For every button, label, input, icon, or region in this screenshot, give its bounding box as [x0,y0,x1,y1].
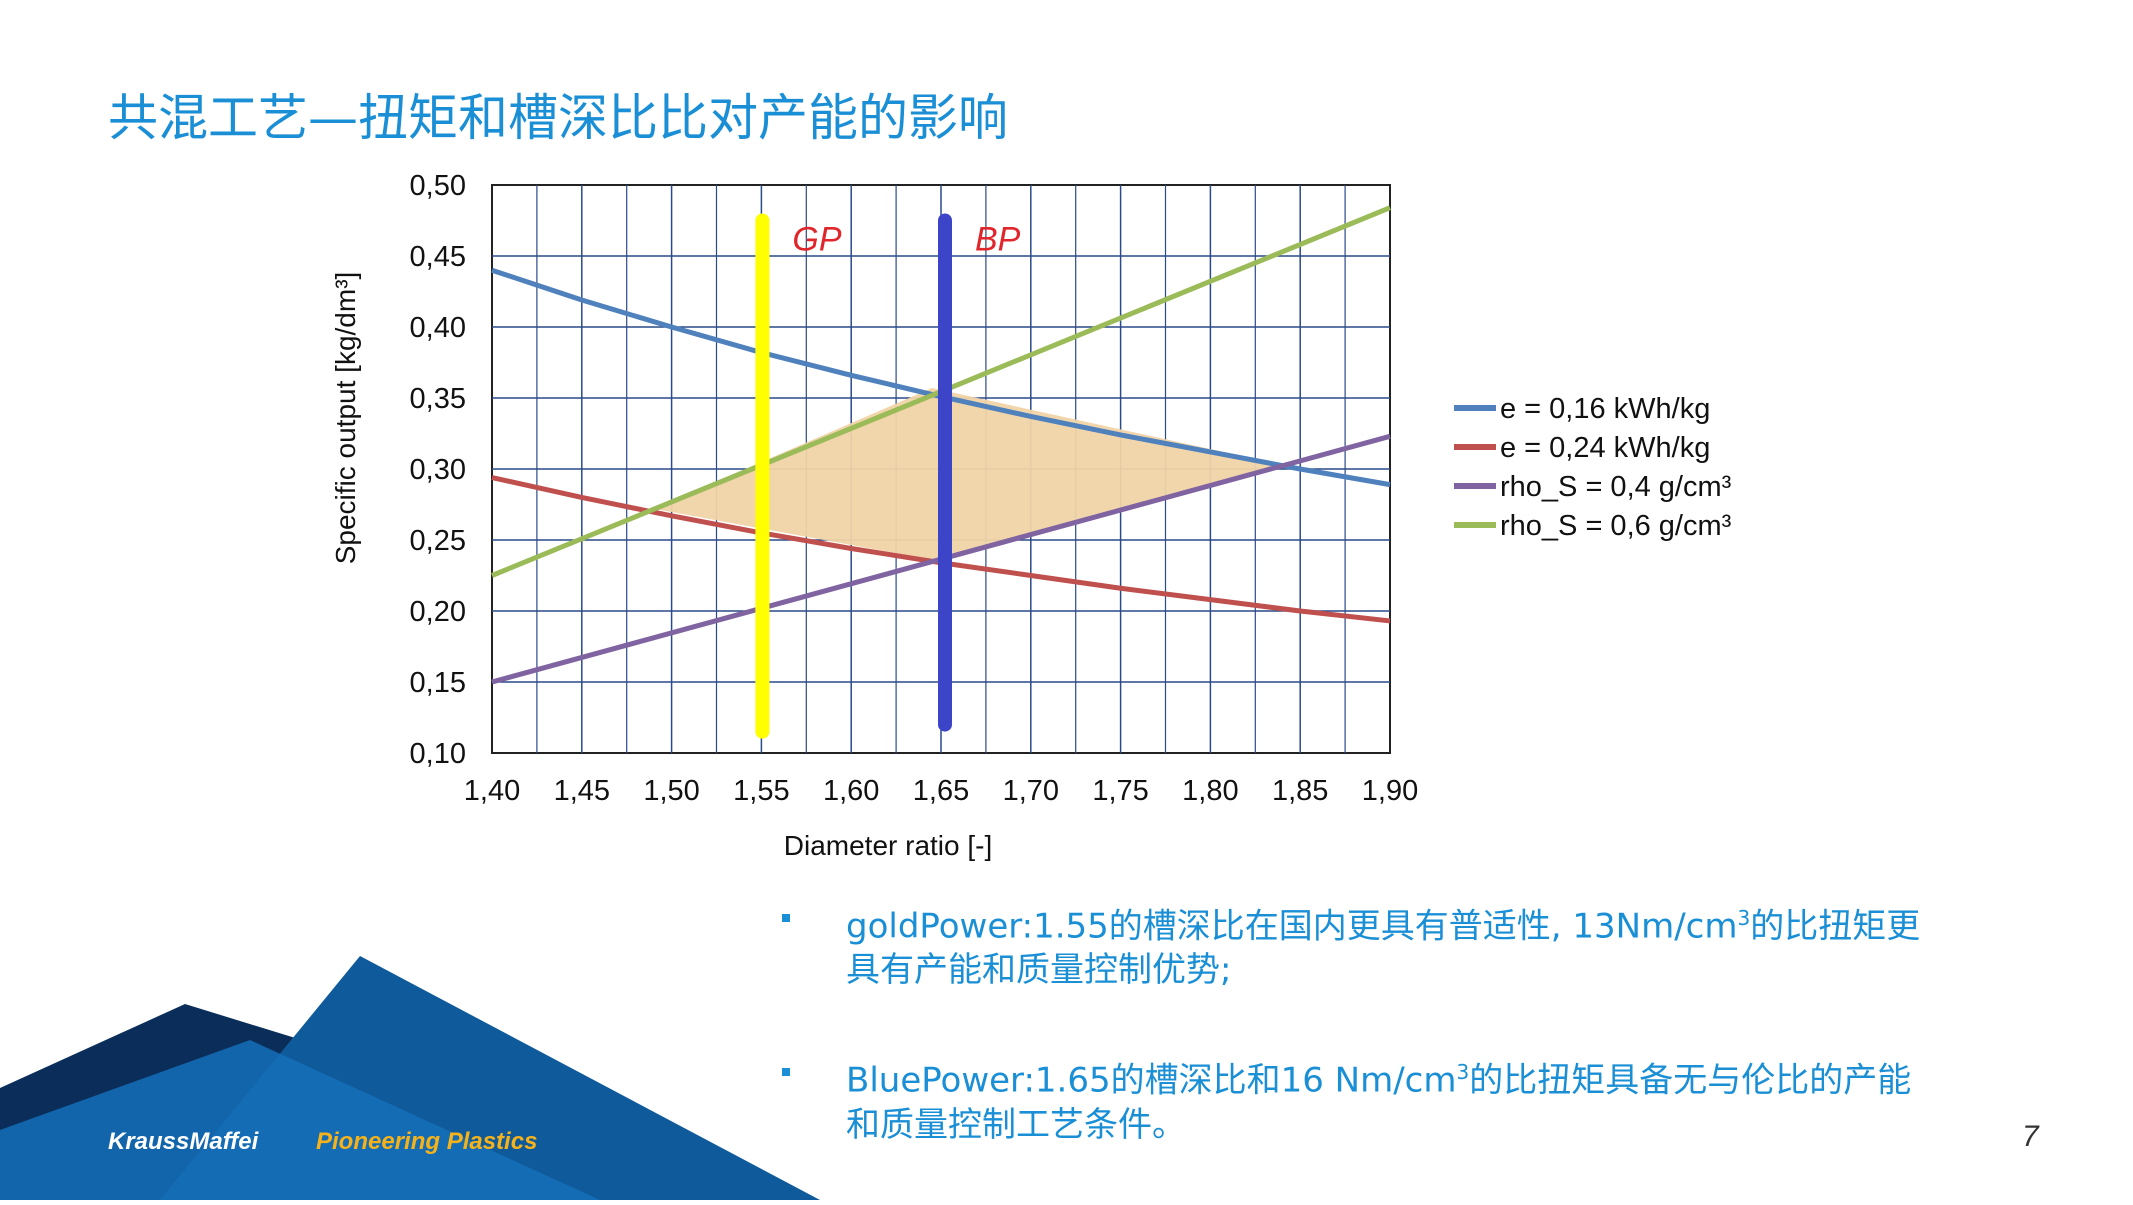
x-tick-label: 1,85 [1272,775,1328,807]
superscript: 3 [1456,1060,1470,1085]
x-tick-label: 1,80 [1182,775,1238,807]
x-tick-label: 1,50 [643,775,699,807]
x-axis-label: Diameter ratio [-] [784,830,993,861]
legend-label-2: rho_S = 0,4 g/cm³ [1500,471,1732,503]
x-tick-label: 1,65 [913,775,969,807]
bullet-text: 的比扭矩具备无与伦比的产能 [1469,1060,1912,1101]
y-tick-label: 0,20 [410,596,466,628]
legend-label-1: e = 0,24 kWh/kg [1500,432,1710,464]
feasible-region [653,388,1283,560]
bullet-goldpower: goldPower:1.55的槽深比在国内更具有普适性, 13Nm/cm3的比扭… [782,896,1982,992]
bullet-text: 具有产能和质量控制优势; [846,950,1232,991]
y-tick-label: 0,15 [410,667,466,699]
y-tick-label: 0,25 [410,525,466,557]
vertical-markers: GP BP [755,213,1021,739]
marker-label-bp: BP [975,220,1021,258]
marker-label-gp: GP [792,220,841,258]
chart-legend: e = 0,16 kWh/kg e = 0,24 kWh/kg rho_S = 0,… [1454,393,1732,542]
bullet-text: goldPower:1.55的槽深比在国内更具有普适性, 13Nm/cm [846,906,1738,947]
axis-ticks: 1,40 1,45 1,50 1,55 1,60 1,65 1,70 1,75 1,80 1,85… [410,170,1419,807]
y-tick-label: 0,40 [410,312,466,344]
bullet-marker [782,1068,790,1077]
bullet-text: BluePower:1.65的槽深比和16 Nm/cm [846,1060,1457,1101]
brand-logo-text: KraussMaffei [108,1128,259,1155]
x-tick-label: 1,90 [1362,775,1418,807]
x-tick-label: 1,55 [733,775,789,807]
footer-shape-light [0,1040,600,1200]
bullet-text: 的比扭矩更 [1750,906,1921,947]
x-tick-label: 1,60 [823,775,879,807]
x-tick-label: 1,70 [1003,775,1059,807]
page-number: 7 [2022,1120,2039,1153]
bullet-list: goldPower:1.55的槽深比在国内更具有普适性, 13Nm/cm3的比扭… [782,896,1982,1205]
y-tick-label: 0,10 [410,738,466,770]
brand-tagline: Pioneering Plastics [316,1128,538,1155]
y-tick-label: 0,30 [410,454,466,486]
y-tick-label: 0,45 [410,241,466,273]
shaded-region [653,388,1283,560]
bullet-marker [782,914,790,922]
y-tick-label: 0,50 [410,170,466,202]
x-tick-label: 1,45 [554,775,610,807]
bullet-text: 和质量控制工艺条件。 [846,1104,1186,1145]
slide-title: 共混工艺—扭矩和槽深比比对产能的影响 [108,89,1008,147]
legend-label-3: rho_S = 0,6 g/cm³ [1500,510,1732,542]
bullet-bluepower: BluePower:1.65的槽深比和16 Nm/cm3的比扭矩具备无与伦比的产… [782,1050,1982,1146]
x-tick-label: 1,75 [1092,775,1148,807]
superscript: 3 [1737,906,1751,930]
y-axis-label: Specific output [kg/dm³] [330,272,361,565]
x-tick-label: 1,40 [464,775,520,807]
y-tick-label: 0,35 [410,383,466,415]
legend-label-0: e = 0,16 kWh/kg [1500,393,1710,425]
